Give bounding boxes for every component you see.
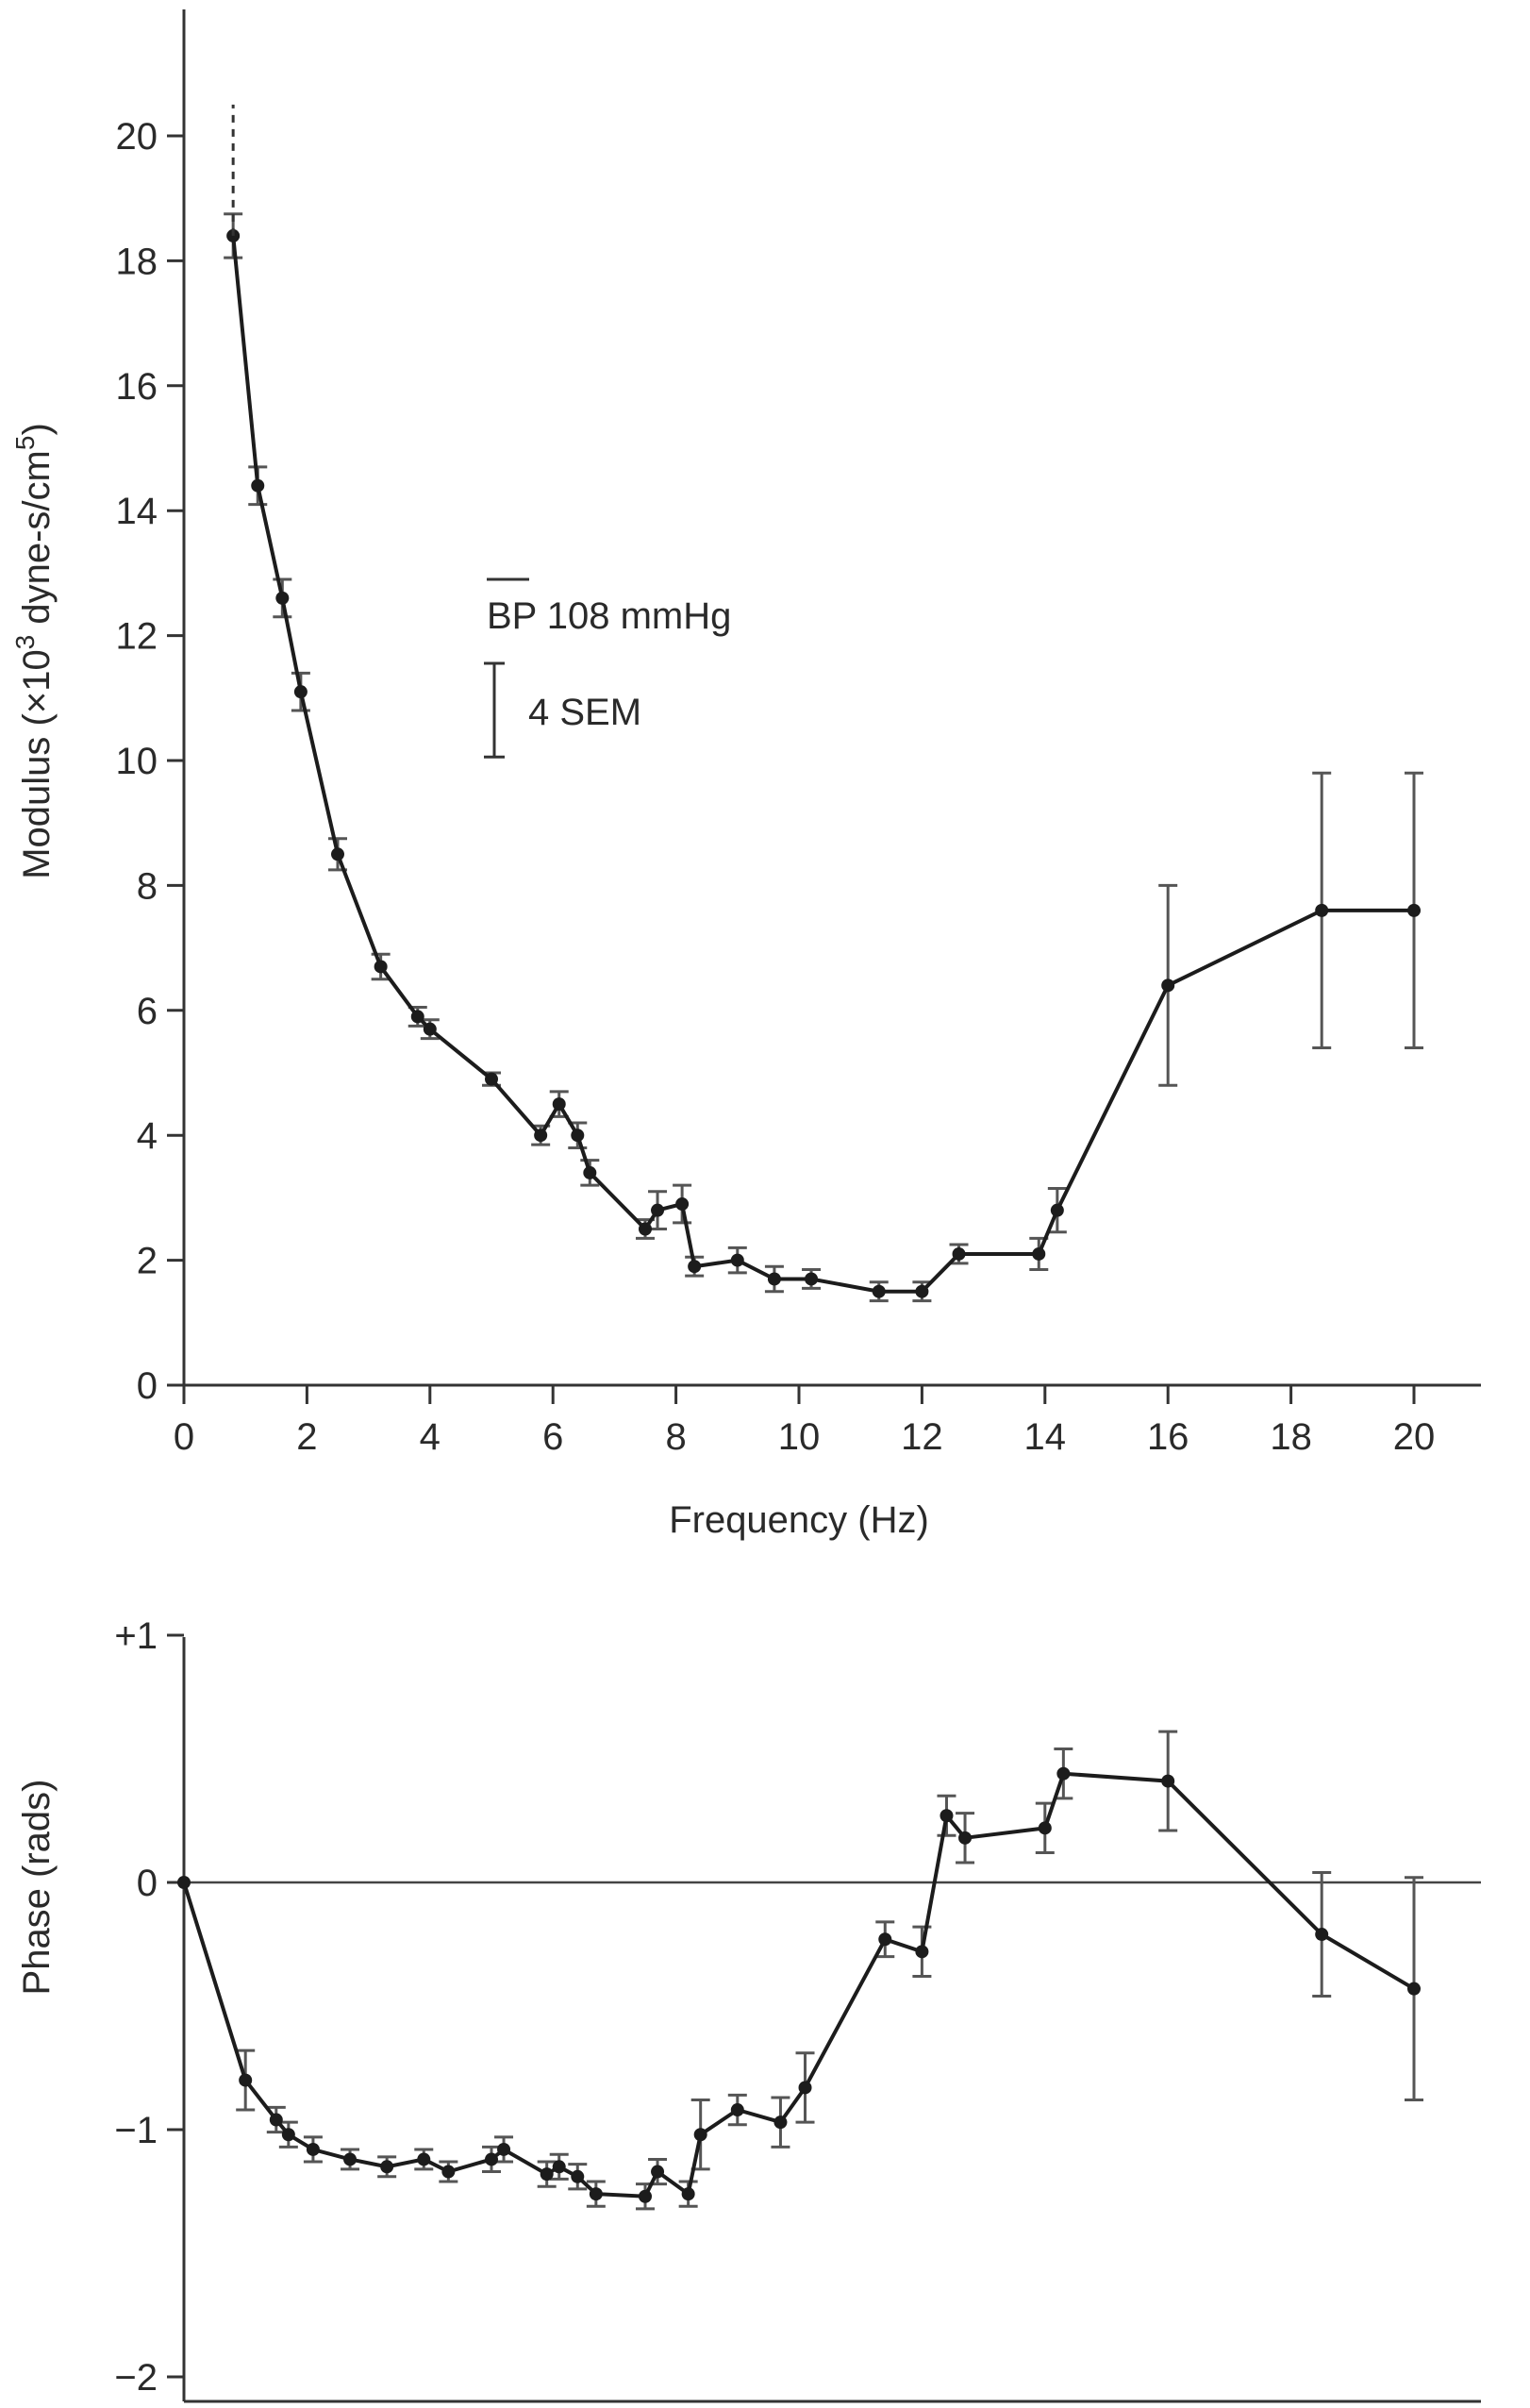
modulus-y-tick-label: 10: [116, 741, 158, 782]
phase-data-point: [552, 2160, 566, 2174]
modulus-data-point: [410, 1010, 424, 1024]
modulus-x-tick-label: 0: [174, 1416, 194, 1458]
phase-data-point: [1056, 1766, 1071, 1781]
modulus-x-tick-label: 10: [778, 1416, 821, 1458]
phase-data-point: [651, 2165, 665, 2179]
phase-data-point: [417, 2152, 431, 2166]
modulus-data-point: [688, 1260, 702, 1274]
phase-data-point: [540, 2167, 554, 2182]
phase-data-point: [1161, 1774, 1175, 1788]
modulus-data-point: [639, 1222, 652, 1236]
modulus-y-tick-label: 4: [137, 1115, 158, 1157]
phase-y-tick-label: 0: [137, 1863, 158, 1904]
modulus-y-tick-label: 20: [116, 116, 158, 158]
phase-data-point: [177, 1876, 191, 1889]
modulus-data-point: [251, 478, 265, 493]
modulus-y-tick-label: 0: [137, 1365, 158, 1407]
phase-data-point: [1038, 1821, 1052, 1835]
modulus-data-point: [293, 685, 308, 699]
phase-data-point: [940, 1809, 954, 1823]
bp-label: BP 108 mmHg: [487, 595, 731, 637]
modulus-data-point: [805, 1272, 819, 1286]
modulus-chart: 0 2 4 6 8 10 12 14 16 18 20 0 2 4 6 8 10 12 14 16 18 20 Freq…: [10, 9, 1481, 1541]
phase-data-point: [441, 2165, 456, 2179]
modulus-data-point: [1050, 1203, 1064, 1217]
modulus-y-tick-label: 2: [137, 1241, 158, 1282]
phase-data-point: [1407, 1982, 1421, 1996]
modulus-x-tick-label: 6: [542, 1416, 563, 1458]
modulus-data-point: [275, 591, 290, 605]
phase-data-point: [497, 2142, 511, 2156]
phase-data-point: [571, 2169, 585, 2183]
modulus-data-point: [730, 1253, 744, 1267]
modulus-data-point: [1407, 903, 1421, 917]
phase-data-point: [730, 2103, 744, 2117]
phase-data-point: [239, 2073, 253, 2087]
modulus-y-axis-title: Modulus (×103 dyne-s/cm5): [10, 423, 58, 879]
phase-data-point: [485, 2152, 498, 2166]
modulus-x-tick-label: 4: [420, 1416, 441, 1458]
phase-data-point: [343, 2152, 358, 2166]
phase-y-tick-label: −2: [114, 2357, 158, 2399]
modulus-series-line: [231, 235, 1414, 1294]
modulus-data-point: [952, 1246, 966, 1261]
modulus-data-point: [1032, 1246, 1046, 1261]
modulus-data-point: [1161, 978, 1175, 993]
modulus-data-point: [534, 1129, 548, 1143]
phase-data-point: [269, 2113, 283, 2127]
bp-annotation: BP 108 mmHg: [487, 577, 731, 637]
phase-y-tick-label: −1: [114, 2110, 158, 2151]
phase-data-point: [798, 2081, 812, 2095]
modulus-x-axis-title: Frequency (Hz): [669, 1499, 929, 1541]
modulus-data-point: [583, 1165, 597, 1179]
sem-label: 4 SEM: [528, 692, 641, 733]
modulus-y-tick-label: 14: [116, 491, 158, 532]
phase-data-point: [693, 2128, 707, 2142]
modulus-data-point: [767, 1272, 781, 1286]
modulus-data-point: [651, 1203, 665, 1217]
phase-data-point: [281, 2128, 295, 2142]
modulus-x-tick-label: 20: [1393, 1416, 1436, 1458]
modulus-data-point: [374, 960, 388, 974]
modulus-y-tick-label: 16: [116, 366, 158, 408]
modulus-data-point: [485, 1072, 498, 1086]
modulus-data-point: [331, 847, 344, 861]
modulus-data-point: [571, 1129, 585, 1143]
phase-data-point: [958, 1831, 973, 1845]
phase-chart: +1 0 −1 −2 Phase (rads): [16, 1615, 1481, 2403]
modulus-x-tick-label: 18: [1270, 1416, 1312, 1458]
modulus-x-tick-label: 14: [1024, 1416, 1067, 1458]
modulus-x-tick-label: 16: [1147, 1416, 1189, 1458]
phase-data-point: [639, 2189, 652, 2203]
phase-data-point: [1315, 1928, 1329, 1942]
modulus-y-tick-label: 8: [137, 865, 158, 907]
modulus-data-point: [675, 1197, 690, 1212]
phase-data-point: [681, 2187, 695, 2201]
phase-y-tick-label: +1: [114, 1615, 158, 1657]
modulus-y-tick-label: 18: [116, 241, 158, 282]
modulus-y-tick-label: 12: [116, 616, 158, 658]
modulus-data-point: [1315, 903, 1329, 917]
modulus-x-tick-label: 12: [901, 1416, 943, 1458]
modulus-x-tick-label: 2: [296, 1416, 317, 1458]
modulus-x-tick-label: 8: [665, 1416, 686, 1458]
phase-data-point: [915, 1945, 929, 1959]
phase-series-line: [182, 1771, 1416, 2199]
sem-scale-annotation: 4 SEM: [484, 661, 641, 759]
modulus-data-point: [552, 1097, 566, 1112]
phase-data-point: [589, 2187, 603, 2201]
phase-data-point: [380, 2160, 394, 2174]
modulus-data-point: [423, 1022, 437, 1036]
modulus-data-point: [872, 1284, 886, 1298]
phase-y-axis-title: Phase (rads): [16, 1780, 58, 1996]
modulus-data-point: [915, 1284, 929, 1298]
phase-data-point: [306, 2142, 320, 2156]
phase-data-point: [878, 1932, 892, 1947]
phase-data-point: [773, 2115, 788, 2130]
modulus-y-tick-label: 6: [137, 991, 158, 1032]
